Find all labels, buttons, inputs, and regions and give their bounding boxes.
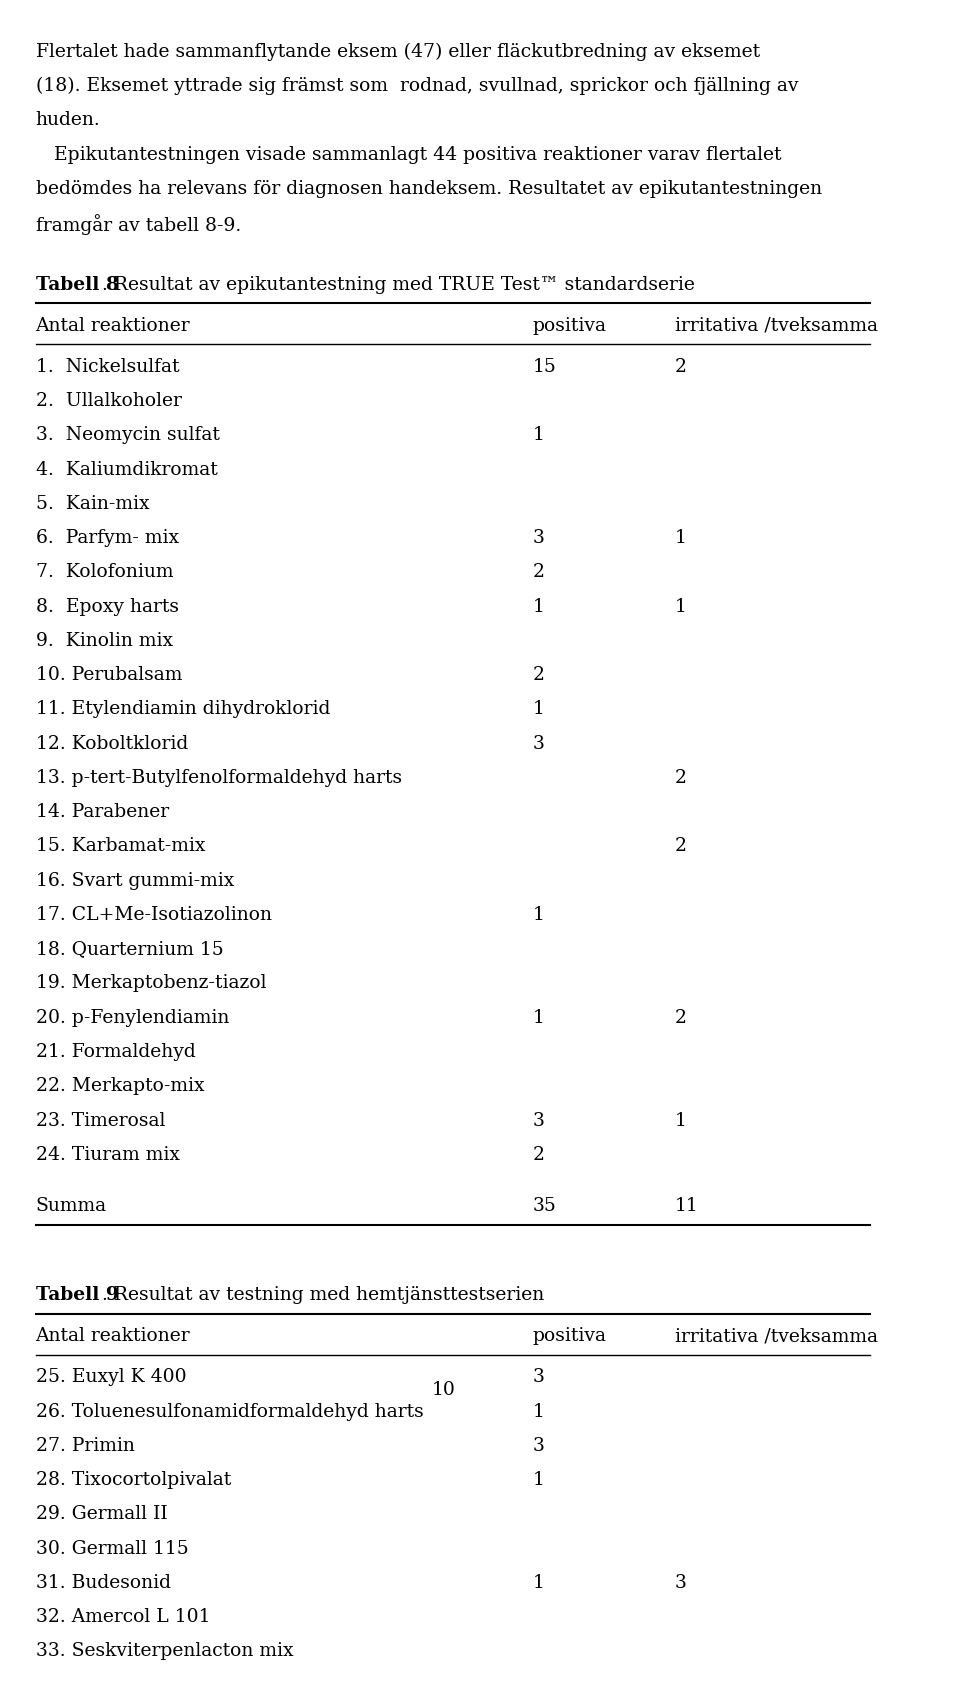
Text: 2: 2	[533, 667, 545, 684]
Text: Tabell 8: Tabell 8	[36, 275, 118, 294]
Text: 1: 1	[533, 427, 544, 444]
Text: 2.  Ullalkoholer: 2. Ullalkoholer	[36, 392, 181, 410]
Text: 5.  Kain-mix: 5. Kain-mix	[36, 495, 149, 513]
Text: 31. Budesonid: 31. Budesonid	[36, 1573, 171, 1592]
Text: Flertalet hade sammanflytande eksem (47) eller fläckutbredning av eksemet: Flertalet hade sammanflytande eksem (47)…	[36, 42, 759, 61]
Text: 27. Primin: 27. Primin	[36, 1436, 134, 1455]
Text: 7.  Kolofonium: 7. Kolofonium	[36, 564, 173, 581]
Text: 18. Quarternium 15: 18. Quarternium 15	[36, 940, 224, 959]
Text: 1: 1	[533, 906, 544, 923]
Text: 3: 3	[533, 1111, 544, 1129]
Text: 3.  Neomycin sulfat: 3. Neomycin sulfat	[36, 427, 220, 444]
Text: 1: 1	[675, 598, 686, 616]
Text: 2: 2	[675, 358, 687, 376]
Text: 9.  Kinolin mix: 9. Kinolin mix	[36, 631, 173, 650]
Text: 29. Germall II: 29. Germall II	[36, 1506, 167, 1523]
Text: 15: 15	[533, 358, 557, 376]
Text: 22. Merkapto-mix: 22. Merkapto-mix	[36, 1077, 204, 1096]
Text: 17. CL+Me-Isotiazolinon: 17. CL+Me-Isotiazolinon	[36, 906, 272, 923]
Text: huden.: huden.	[36, 111, 100, 130]
Text: 1: 1	[533, 1472, 544, 1489]
Text: Epikutantestningen visade sammanlagt 44 positiva reaktioner varav flertalet: Epikutantestningen visade sammanlagt 44 …	[36, 145, 781, 164]
Text: 25. Euxyl K 400: 25. Euxyl K 400	[36, 1369, 186, 1386]
Text: framgår av tabell 8-9.: framgår av tabell 8-9.	[36, 214, 241, 235]
Text: Antal reaktioner: Antal reaktioner	[36, 317, 190, 334]
Text: 19. Merkaptobenz-tiazol: 19. Merkaptobenz-tiazol	[36, 974, 266, 993]
Text: 2: 2	[675, 837, 687, 856]
Text: Summa: Summa	[36, 1197, 107, 1215]
Text: 32. Amercol L 101: 32. Amercol L 101	[36, 1609, 210, 1626]
Text: positiva: positiva	[533, 1327, 607, 1345]
Text: 3: 3	[533, 1369, 544, 1386]
Text: 2: 2	[675, 770, 687, 787]
Text: 3: 3	[533, 1436, 544, 1455]
Text: 10: 10	[432, 1381, 456, 1399]
Text: 1: 1	[675, 530, 686, 547]
Text: 33. Seskviterpenlacton mix: 33. Seskviterpenlacton mix	[36, 1642, 293, 1661]
Text: 12. Koboltklorid: 12. Koboltklorid	[36, 734, 188, 753]
Text: 14. Parabener: 14. Parabener	[36, 803, 169, 822]
Text: 30. Germall 115: 30. Germall 115	[36, 1539, 188, 1558]
Text: 1: 1	[533, 701, 544, 719]
Text: . Resultat av epikutantestning med TRUE Test™ standardserie: . Resultat av epikutantestning med TRUE …	[102, 275, 695, 294]
Text: 2: 2	[533, 1146, 545, 1163]
Text: 10. Perubalsam: 10. Perubalsam	[36, 667, 181, 684]
Text: irritativa /tveksamma: irritativa /tveksamma	[675, 1327, 878, 1345]
Text: . Resultat av testning med hemtjänsttestserien: . Resultat av testning med hemtjänsttest…	[102, 1286, 544, 1305]
Text: 3: 3	[533, 530, 544, 547]
Text: 1: 1	[533, 1573, 544, 1592]
Text: 8.  Epoxy harts: 8. Epoxy harts	[36, 598, 179, 616]
Text: bedömdes ha relevans för diagnosen handeksem. Resultatet av epikutantestningen: bedömdes ha relevans för diagnosen hande…	[36, 181, 822, 197]
Text: 35: 35	[533, 1197, 557, 1215]
Text: (18). Eksemet yttrade sig främst som  rodnad, svullnad, sprickor och fjällning a: (18). Eksemet yttrade sig främst som rod…	[36, 78, 798, 95]
Text: 13. p-tert-Butylfenolformaldehyd harts: 13. p-tert-Butylfenolformaldehyd harts	[36, 770, 401, 787]
Text: 26. Toluenesulfonamidformaldehyd harts: 26. Toluenesulfonamidformaldehyd harts	[36, 1403, 423, 1421]
Text: 1: 1	[533, 1009, 544, 1026]
Text: 6.  Parfym- mix: 6. Parfym- mix	[36, 530, 179, 547]
Text: 15. Karbamat-mix: 15. Karbamat-mix	[36, 837, 205, 856]
Text: 1: 1	[533, 598, 544, 616]
Text: 28. Tixocortolpivalat: 28. Tixocortolpivalat	[36, 1472, 230, 1489]
Text: 4.  Kaliumdikromat: 4. Kaliumdikromat	[36, 461, 217, 479]
Text: 1: 1	[533, 1403, 544, 1421]
Text: 20. p-Fenylendiamin: 20. p-Fenylendiamin	[36, 1009, 228, 1026]
Text: 24. Tiuram mix: 24. Tiuram mix	[36, 1146, 180, 1163]
Text: 2: 2	[675, 1009, 687, 1026]
Text: 3: 3	[675, 1573, 686, 1592]
Text: 1: 1	[675, 1111, 686, 1129]
Text: irritativa /tveksamma: irritativa /tveksamma	[675, 317, 878, 334]
Text: 11. Etylendiamin dihydroklorid: 11. Etylendiamin dihydroklorid	[36, 701, 330, 719]
Text: 16. Svart gummi-mix: 16. Svart gummi-mix	[36, 871, 234, 890]
Text: 3: 3	[533, 734, 544, 753]
Text: 21. Formaldehyd: 21. Formaldehyd	[36, 1043, 195, 1062]
Text: Tabell 9: Tabell 9	[36, 1286, 118, 1305]
Text: 23. Timerosal: 23. Timerosal	[36, 1111, 165, 1129]
Text: 2: 2	[533, 564, 545, 581]
Text: positiva: positiva	[533, 317, 607, 334]
Text: Antal reaktioner: Antal reaktioner	[36, 1327, 190, 1345]
Text: 1.  Nickelsulfat: 1. Nickelsulfat	[36, 358, 179, 376]
Text: 11: 11	[675, 1197, 699, 1215]
